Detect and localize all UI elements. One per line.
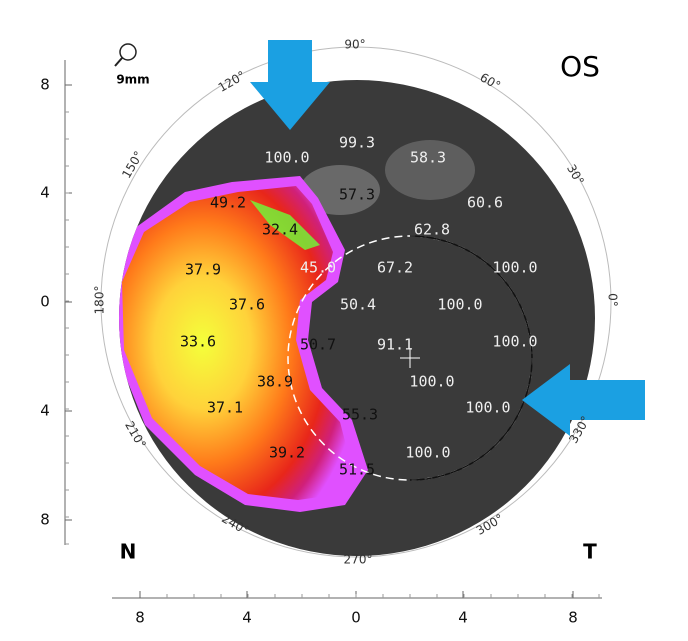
nasal-label: N — [120, 540, 137, 564]
left-axis-label: 8 — [40, 511, 50, 529]
region-value: 45.0 — [300, 259, 336, 277]
grey-patch — [385, 140, 475, 200]
region-value: 50.7 — [300, 336, 336, 354]
temporal-label: T — [583, 540, 597, 564]
left-axis-label: 4 — [40, 184, 50, 202]
region-value: 58.3 — [410, 149, 446, 167]
fovea-circle-edge — [409, 235, 533, 481]
angle-label: 0° — [606, 293, 620, 307]
zoom-icon — [119, 43, 137, 61]
heat-peak — [250, 200, 320, 250]
angle-label: 180° — [93, 286, 107, 315]
region-value: 39.2 — [269, 444, 305, 462]
bottom-axis-label: 8 — [568, 609, 578, 627]
bottom-axis-label: 4 — [242, 609, 252, 627]
region-value: 50.4 — [340, 296, 376, 314]
region-value: 49.2 — [210, 194, 246, 212]
bottom-axis-label: 4 — [458, 609, 468, 627]
region-value: 38.9 — [257, 373, 293, 391]
region-value: 51.5 — [339, 461, 375, 479]
region-value: 33.6 — [180, 333, 216, 351]
left-axis-label: 8 — [40, 76, 50, 94]
angle-label: 270° — [344, 553, 373, 567]
arrow-left — [522, 364, 645, 436]
region-value: 91.1 — [377, 336, 413, 354]
eye-label: OS — [560, 50, 600, 83]
region-value: 32.4 — [262, 221, 298, 239]
region-value: 55.3 — [342, 406, 378, 424]
region-value: 100.0 — [405, 444, 450, 462]
region-value: 62.8 — [414, 221, 450, 239]
arrow-down — [250, 40, 330, 130]
region-value: 37.9 — [185, 261, 221, 279]
scan-size: 9mm — [116, 73, 149, 87]
region-value: 100.0 — [264, 149, 309, 167]
left-axis-label: 4 — [40, 402, 50, 420]
region-value: 100.0 — [409, 373, 454, 391]
heat-region — [119, 140, 475, 512]
left-axis-label: 0 — [40, 293, 50, 311]
angle-label: 90° — [344, 38, 365, 52]
region-value: 57.3 — [339, 186, 375, 204]
heat-map — [122, 186, 352, 500]
bottom-axis-label: 8 — [135, 609, 145, 627]
region-value: 60.6 — [467, 194, 503, 212]
region-value: 100.0 — [492, 333, 537, 351]
region-value: 100.0 — [465, 399, 510, 417]
region-value: 100.0 — [437, 296, 482, 314]
region-value: 67.2 — [377, 259, 413, 277]
zoom-icon — [114, 57, 123, 67]
region-value: 100.0 — [492, 259, 537, 277]
region-value: 37.6 — [229, 296, 265, 314]
bottom-axis-label: 0 — [351, 609, 361, 627]
region-value: 99.3 — [339, 134, 375, 152]
region-value: 37.1 — [207, 399, 243, 417]
